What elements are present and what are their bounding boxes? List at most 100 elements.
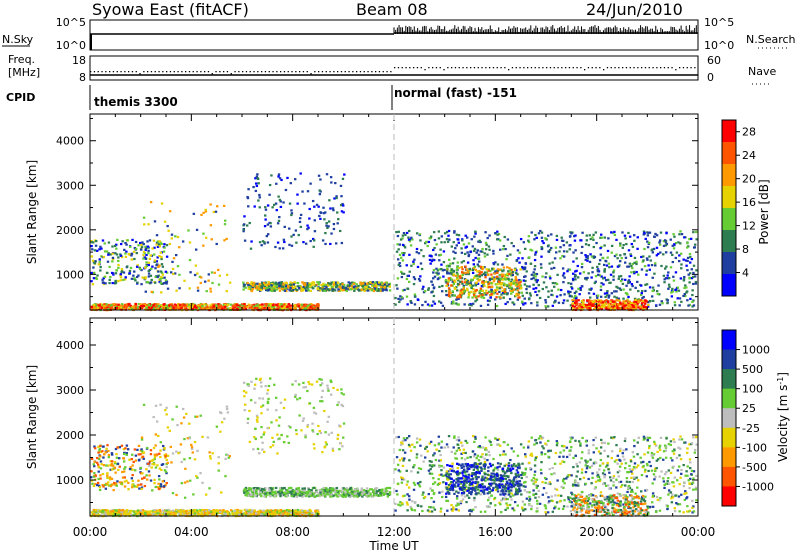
scatter-cell	[658, 293, 661, 296]
scatter-cell	[312, 287, 315, 290]
scatter-cell	[563, 293, 566, 296]
scatter-cell	[664, 251, 668, 254]
scatter-cell	[574, 278, 577, 281]
scatter-cell	[620, 257, 623, 260]
scatter-cell	[133, 277, 136, 280]
scatter-cell	[472, 288, 475, 291]
scatter-cell	[99, 509, 102, 513]
scatter-cell	[127, 252, 131, 256]
scatter-cell	[228, 281, 232, 284]
scatter-cell	[375, 288, 378, 291]
scatter-cell	[688, 238, 691, 241]
scatter-cell	[694, 280, 698, 284]
scatter-cell	[129, 266, 133, 269]
scatter-cell	[474, 268, 478, 271]
scatter-cell	[298, 304, 301, 307]
scatter-cell	[205, 306, 209, 309]
scatter-cell	[160, 275, 163, 279]
scatter-cell	[419, 275, 422, 278]
scatter-cell	[204, 303, 207, 306]
scatter-cell	[509, 286, 512, 289]
scatter-cell	[325, 224, 328, 227]
scatter-cell	[236, 307, 239, 311]
scatter-cell	[371, 281, 375, 284]
scatter-cell	[225, 510, 229, 513]
scatter-cell	[625, 242, 628, 246]
scatter-cell	[268, 512, 271, 515]
scatter-cell	[631, 306, 634, 310]
scatter-cell	[299, 286, 303, 289]
scatter-cell	[403, 288, 406, 292]
scatter-cell	[141, 276, 144, 279]
scatter-cell	[466, 251, 469, 254]
scatter-cell	[455, 298, 458, 301]
scatter-cell	[501, 263, 504, 266]
scatter-cell	[417, 298, 420, 302]
scatter-cell	[512, 303, 516, 306]
scatter-cell	[209, 290, 213, 293]
scatter-cell	[135, 275, 139, 279]
scatter-cell	[671, 244, 674, 247]
scatter-cell	[450, 284, 453, 287]
scatter-cell	[124, 241, 127, 245]
scatter-cell	[587, 302, 591, 305]
scatter-cell	[519, 268, 522, 271]
scatter-cell	[156, 240, 160, 243]
scatter-cell	[321, 239, 325, 242]
scatter-cell	[250, 240, 253, 243]
scatter-cell	[288, 202, 292, 205]
scatter-cell	[518, 251, 521, 254]
scatter-cell	[259, 513, 263, 516]
scatter-cell	[685, 286, 688, 289]
scatter-cell	[283, 304, 286, 307]
scatter-cell	[209, 203, 212, 206]
scatter-cell	[574, 297, 578, 300]
scatter-cell	[327, 225, 330, 228]
scatter-cell	[249, 247, 253, 250]
scatter-cell	[470, 278, 473, 281]
scatter-cell	[290, 289, 293, 292]
scatter-cell	[447, 293, 451, 296]
scatter-cell	[99, 306, 102, 309]
scatter-cell	[584, 277, 587, 280]
scatter-cell	[234, 512, 238, 515]
scatter-cell	[492, 249, 495, 253]
scatter-cell	[113, 308, 116, 311]
scatter-cell	[399, 298, 402, 301]
scatter-cell	[504, 302, 507, 306]
scatter-cell	[494, 261, 497, 264]
scatter-cell	[96, 274, 99, 277]
scatter-cell	[268, 183, 272, 187]
scatter-cell	[604, 279, 608, 282]
scatter-cell	[651, 286, 655, 289]
scatter-cell	[271, 509, 275, 512]
scatter-cell	[293, 304, 297, 307]
scatter-cell	[685, 246, 689, 249]
scatter-cell	[147, 269, 150, 273]
scatter-cell	[269, 304, 272, 307]
scatter-cell	[363, 289, 366, 293]
scatter-cell	[212, 308, 215, 311]
scatter-cell	[527, 298, 531, 301]
scatter-cell	[645, 257, 649, 260]
scatter-cell	[492, 263, 496, 266]
scatter-cell	[524, 275, 527, 278]
scatter-cell	[559, 257, 562, 260]
scatter-cell	[249, 509, 252, 512]
scatter-cell	[284, 509, 287, 513]
scatter-cell	[156, 256, 159, 259]
scatter-cell	[488, 277, 492, 280]
scatter-cell	[507, 270, 510, 273]
scatter-cell	[91, 511, 94, 514]
scatter-cell	[565, 241, 569, 244]
scatter-cell	[686, 242, 689, 245]
scatter-cell	[193, 512, 197, 515]
scatter-cell	[303, 307, 306, 310]
scatter-cell	[107, 512, 110, 515]
scatter-cell	[367, 285, 370, 289]
scatter-cell	[461, 292, 464, 295]
nave-trace-dot	[390, 71, 392, 73]
scatter-cell	[695, 269, 698, 272]
scatter-cell	[441, 284, 444, 288]
scatter-cell	[440, 241, 443, 244]
